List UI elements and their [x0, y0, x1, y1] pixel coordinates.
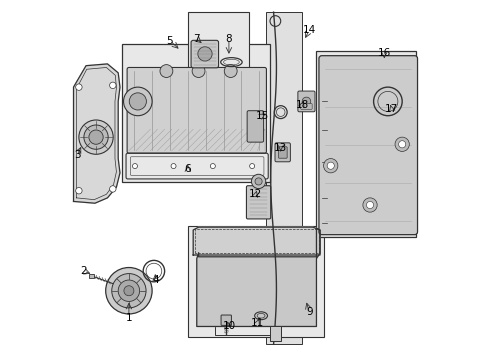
Circle shape [110, 82, 116, 89]
Circle shape [395, 137, 409, 152]
Circle shape [367, 202, 373, 208]
Text: 11: 11 [251, 318, 264, 328]
Circle shape [75, 84, 82, 90]
Text: 15: 15 [255, 111, 269, 121]
Circle shape [106, 267, 152, 314]
Text: 13: 13 [274, 143, 287, 153]
Text: 2: 2 [80, 266, 87, 276]
Circle shape [210, 163, 215, 168]
FancyBboxPatch shape [298, 91, 315, 112]
Text: 14: 14 [303, 25, 316, 35]
Polygon shape [74, 64, 120, 203]
Circle shape [129, 93, 147, 110]
Text: 5: 5 [167, 36, 173, 46]
FancyBboxPatch shape [127, 67, 267, 153]
FancyBboxPatch shape [301, 104, 312, 109]
Polygon shape [197, 228, 320, 327]
Circle shape [89, 130, 103, 144]
Circle shape [123, 87, 152, 116]
FancyBboxPatch shape [191, 40, 219, 68]
Circle shape [255, 178, 262, 185]
Circle shape [224, 64, 237, 77]
Circle shape [251, 174, 266, 189]
Circle shape [171, 163, 176, 168]
Text: 3: 3 [74, 150, 80, 160]
Bar [267, 12, 302, 344]
Text: 4: 4 [152, 275, 159, 285]
FancyBboxPatch shape [246, 186, 270, 219]
Text: 10: 10 [222, 321, 236, 332]
FancyBboxPatch shape [221, 315, 231, 325]
Circle shape [302, 97, 311, 106]
FancyBboxPatch shape [89, 274, 94, 278]
Circle shape [79, 120, 113, 154]
Circle shape [192, 64, 205, 77]
Text: 9: 9 [306, 307, 313, 317]
FancyBboxPatch shape [247, 111, 264, 142]
Circle shape [363, 198, 377, 212]
Bar [188, 226, 323, 337]
Text: 16: 16 [378, 48, 391, 58]
Circle shape [118, 280, 140, 301]
Text: 1: 1 [125, 312, 132, 323]
Circle shape [249, 163, 255, 168]
Circle shape [112, 274, 146, 308]
Circle shape [327, 162, 334, 169]
Text: 8: 8 [225, 34, 232, 44]
Bar [188, 12, 248, 76]
Circle shape [124, 286, 134, 296]
Text: 12: 12 [249, 189, 262, 199]
FancyBboxPatch shape [319, 56, 417, 235]
Text: 7: 7 [194, 34, 200, 44]
Circle shape [110, 186, 116, 192]
FancyBboxPatch shape [275, 143, 291, 162]
Circle shape [84, 125, 108, 149]
FancyBboxPatch shape [279, 147, 287, 158]
Bar [270, 327, 281, 341]
Text: 6: 6 [185, 164, 191, 174]
Bar [215, 293, 281, 336]
Circle shape [198, 47, 212, 61]
Circle shape [398, 141, 406, 148]
Bar [317, 51, 416, 237]
Circle shape [75, 188, 82, 194]
Polygon shape [193, 227, 320, 255]
Circle shape [132, 163, 138, 168]
Circle shape [160, 64, 173, 77]
Circle shape [323, 158, 338, 173]
Text: 18: 18 [295, 100, 309, 110]
Text: 17: 17 [385, 104, 398, 113]
Bar [122, 44, 270, 182]
